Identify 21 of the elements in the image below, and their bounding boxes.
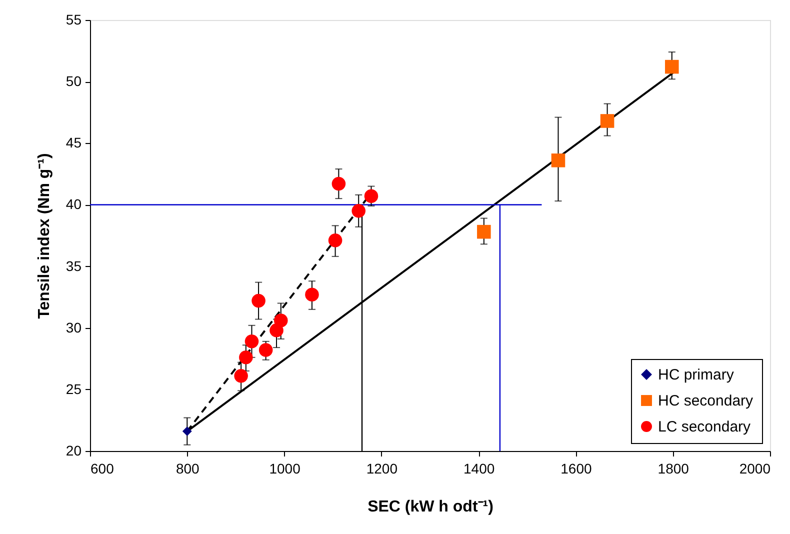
x-tick-label: 1000 bbox=[269, 460, 301, 476]
y-tick-label: 30 bbox=[66, 319, 82, 336]
x-tick-label: 800 bbox=[176, 460, 200, 476]
y-tick-label: 55 bbox=[66, 12, 82, 28]
x-tick-label: 1400 bbox=[463, 460, 495, 476]
x-tick-label: 1200 bbox=[366, 460, 398, 476]
legend-label: LC secondary bbox=[658, 418, 752, 436]
legend-label: HC primary bbox=[658, 366, 734, 384]
y-tick-label: 35 bbox=[66, 258, 82, 274]
x-axis-title: SEC (kW h odt⁻¹) bbox=[368, 498, 494, 516]
y-axis-title: Tensile index (Nm g⁻¹) bbox=[36, 153, 53, 319]
y-tick-label: 25 bbox=[66, 380, 82, 397]
y-tick-label: 40 bbox=[66, 196, 82, 212]
x-tick-label: 1800 bbox=[658, 460, 690, 476]
y-tick-label: 50 bbox=[66, 73, 82, 90]
x-tick-label: 2000 bbox=[739, 460, 771, 476]
legend-label: HC secondary bbox=[658, 392, 754, 410]
y-tick-label: 20 bbox=[66, 442, 82, 458]
x-tick-label: 1600 bbox=[560, 460, 592, 476]
y-tick-label: 45 bbox=[66, 134, 82, 151]
x-tick-label: 600 bbox=[90, 460, 114, 476]
